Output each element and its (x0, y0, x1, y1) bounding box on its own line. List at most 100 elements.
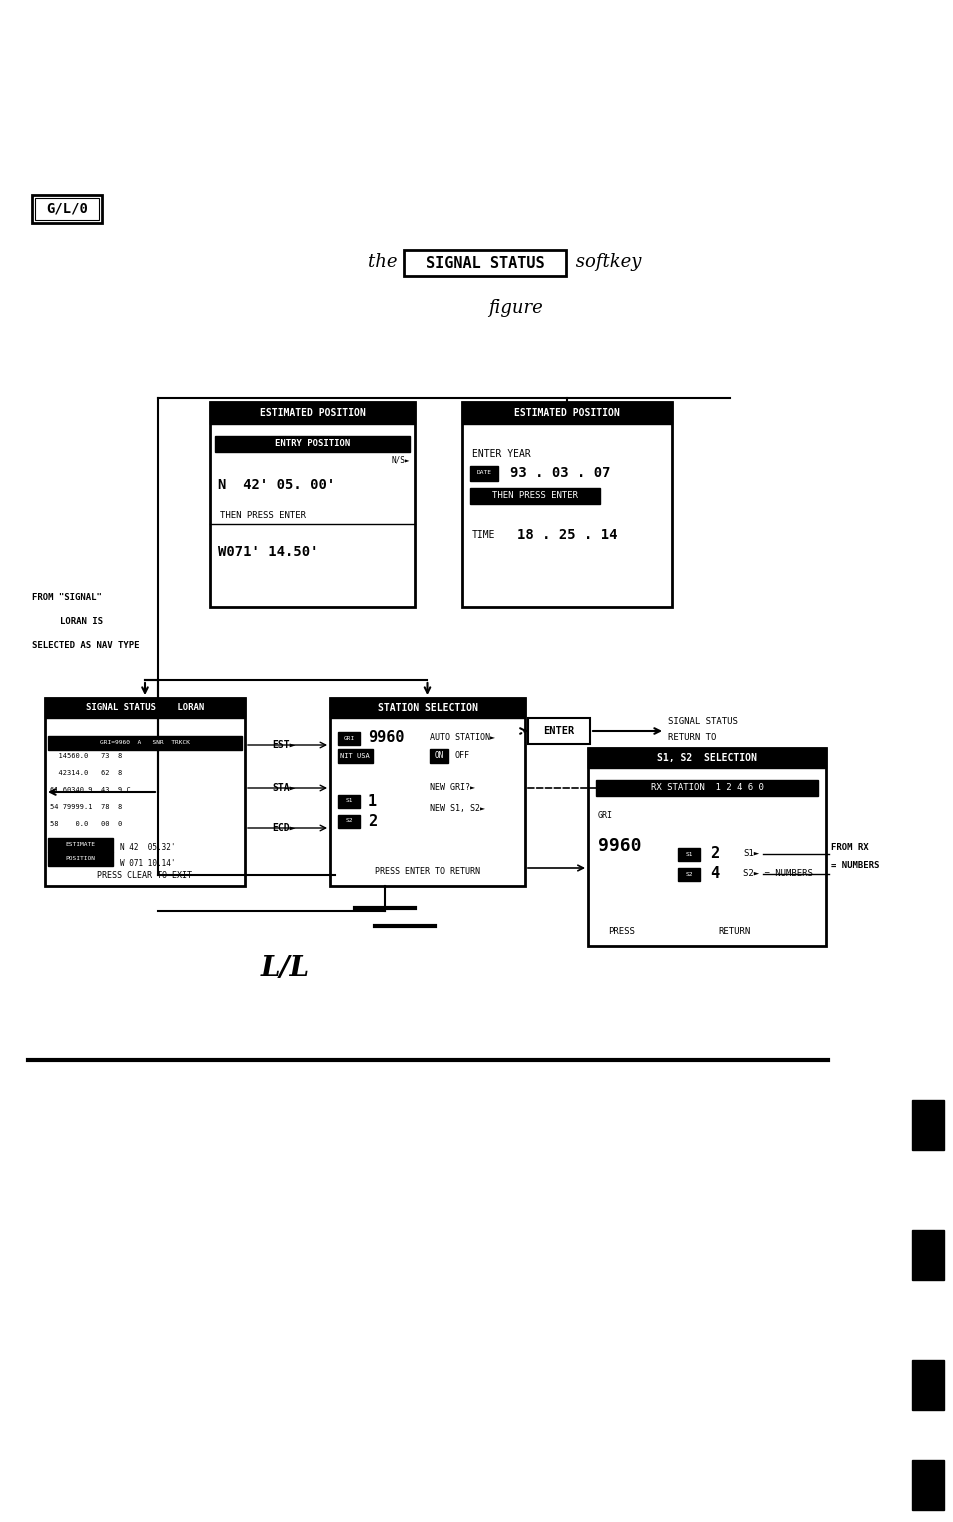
FancyBboxPatch shape (48, 852, 112, 866)
Text: ESTIMATE: ESTIMATE (65, 843, 95, 848)
Text: 9960: 9960 (598, 837, 640, 855)
FancyBboxPatch shape (337, 749, 373, 763)
Text: = NUMBERS: = NUMBERS (830, 861, 879, 871)
Text: NIT USA: NIT USA (340, 753, 370, 759)
FancyBboxPatch shape (461, 402, 671, 607)
Text: S1, S2  SELECTION: S1, S2 SELECTION (657, 753, 756, 763)
Text: FROM "SIGNAL": FROM "SIGNAL" (32, 594, 102, 603)
FancyBboxPatch shape (337, 814, 359, 828)
Text: 1: 1 (368, 793, 376, 808)
Text: S1►: S1► (742, 849, 759, 858)
FancyBboxPatch shape (48, 737, 242, 750)
FancyBboxPatch shape (596, 779, 817, 796)
Text: RETURN TO: RETURN TO (667, 734, 716, 743)
Text: 42314.0   62  8: 42314.0 62 8 (50, 770, 122, 776)
Text: S1: S1 (684, 851, 692, 857)
Text: W 071 10.14': W 071 10.14' (120, 858, 175, 868)
Text: 58    0.0   00  0: 58 0.0 00 0 (50, 820, 122, 826)
FancyBboxPatch shape (470, 466, 497, 481)
Text: ECD►: ECD► (272, 823, 295, 833)
FancyBboxPatch shape (337, 794, 359, 808)
Text: OFF: OFF (455, 752, 470, 761)
FancyBboxPatch shape (35, 198, 99, 221)
Text: TOGGLES THRU REGISTERED GRI•: TOGGLES THRU REGISTERED GRI• (667, 781, 797, 790)
FancyBboxPatch shape (911, 1230, 943, 1280)
Text: G/L/0: G/L/0 (46, 202, 88, 216)
Text: SELECTED AS NAV TYPE: SELECTED AS NAV TYPE (32, 641, 139, 650)
Text: GRI: GRI (598, 811, 613, 820)
Text: GRI: GRI (343, 735, 355, 741)
FancyBboxPatch shape (45, 699, 245, 718)
Text: N 42  05.32': N 42 05.32' (120, 843, 175, 852)
Text: W071' 14.50': W071' 14.50' (218, 545, 318, 559)
FancyBboxPatch shape (678, 848, 700, 861)
Text: SIGNAL STATUS    LORAN: SIGNAL STATUS LORAN (86, 703, 204, 712)
Text: PRESS ENTER TO RETURN: PRESS ENTER TO RETURN (375, 866, 479, 875)
Text: L/L: L/L (260, 954, 309, 982)
FancyBboxPatch shape (911, 1361, 943, 1409)
Text: figure: figure (488, 298, 542, 317)
FancyBboxPatch shape (461, 402, 671, 425)
FancyBboxPatch shape (587, 747, 825, 769)
FancyBboxPatch shape (32, 195, 102, 224)
FancyBboxPatch shape (678, 868, 700, 881)
Text: N/S►: N/S► (391, 455, 410, 464)
Text: ESTIMATED POSITION: ESTIMATED POSITION (259, 408, 365, 419)
Text: 4: 4 (709, 866, 719, 881)
Text: LORAN IS: LORAN IS (60, 618, 103, 627)
Text: S1: S1 (345, 799, 353, 804)
FancyBboxPatch shape (210, 402, 415, 425)
Text: the: the (368, 253, 403, 271)
Text: 9960: 9960 (368, 731, 404, 746)
FancyBboxPatch shape (403, 250, 565, 275)
Text: TIME: TIME (472, 530, 495, 540)
Text: ENTER: ENTER (543, 726, 574, 737)
Text: SIGNAL STATUS: SIGNAL STATUS (425, 256, 544, 271)
Text: ESTIMATED POSITION: ESTIMATED POSITION (514, 408, 619, 419)
Text: N  42' 05. 00': N 42' 05. 00' (218, 478, 335, 492)
FancyBboxPatch shape (587, 747, 825, 947)
Text: 18 . 25 . 14: 18 . 25 . 14 (517, 528, 617, 542)
Text: NEW GRI?►: NEW GRI?► (430, 784, 475, 793)
Text: 54 79999.1  78  8: 54 79999.1 78 8 (50, 804, 122, 810)
FancyBboxPatch shape (527, 718, 589, 744)
Text: ENTRY POSITION: ENTRY POSITION (274, 440, 350, 449)
Text: 2: 2 (709, 846, 719, 861)
FancyBboxPatch shape (430, 749, 448, 763)
Text: NEW S1, S2►: NEW S1, S2► (430, 804, 484, 813)
Text: ON: ON (434, 752, 443, 761)
Text: RETURN: RETURN (718, 927, 749, 936)
Text: PRESS: PRESS (607, 927, 634, 936)
Text: POSITION: POSITION (65, 857, 95, 861)
Text: RX STATION  1 2 4 6 0: RX STATION 1 2 4 6 0 (650, 784, 762, 793)
Text: S2: S2 (345, 819, 353, 823)
Text: STATION SELECTION: STATION SELECTION (377, 703, 476, 712)
FancyBboxPatch shape (337, 732, 359, 744)
Text: EST►: EST► (272, 740, 295, 750)
Text: S2► = NUMBERS: S2► = NUMBERS (742, 869, 812, 878)
Text: GRI=9960  A   SNR  TRKCK: GRI=9960 A SNR TRKCK (100, 741, 190, 746)
Text: THEN PRESS ENTER: THEN PRESS ENTER (492, 492, 578, 501)
FancyBboxPatch shape (911, 1460, 943, 1510)
FancyBboxPatch shape (330, 699, 524, 718)
Text: STA►: STA► (272, 782, 295, 793)
FancyBboxPatch shape (210, 402, 415, 607)
Text: ENTER YEAR: ENTER YEAR (472, 449, 530, 460)
Text: S2: S2 (684, 872, 692, 877)
Text: 2: 2 (368, 813, 376, 828)
Text: 14560.0   73  8: 14560.0 73 8 (50, 753, 122, 759)
Text: softkey: softkey (569, 253, 640, 271)
Text: SIGNAL STATUS: SIGNAL STATUS (667, 717, 737, 726)
FancyBboxPatch shape (330, 699, 524, 886)
Text: PRESS CLEAR TO EXIT: PRESS CLEAR TO EXIT (97, 872, 193, 881)
FancyBboxPatch shape (48, 839, 112, 852)
Text: DATE: DATE (476, 470, 491, 475)
Text: THEN PRESS ENTER: THEN PRESS ENTER (220, 510, 306, 519)
FancyBboxPatch shape (911, 1100, 943, 1151)
Text: 93 . 03 . 07: 93 . 03 . 07 (510, 466, 610, 479)
FancyBboxPatch shape (45, 699, 245, 886)
Text: AUTO STATION►: AUTO STATION► (430, 734, 495, 743)
Text: 61 60340.9  43  9 C: 61 60340.9 43 9 C (50, 787, 131, 793)
FancyBboxPatch shape (470, 489, 599, 504)
Text: FROM RX: FROM RX (830, 843, 868, 852)
